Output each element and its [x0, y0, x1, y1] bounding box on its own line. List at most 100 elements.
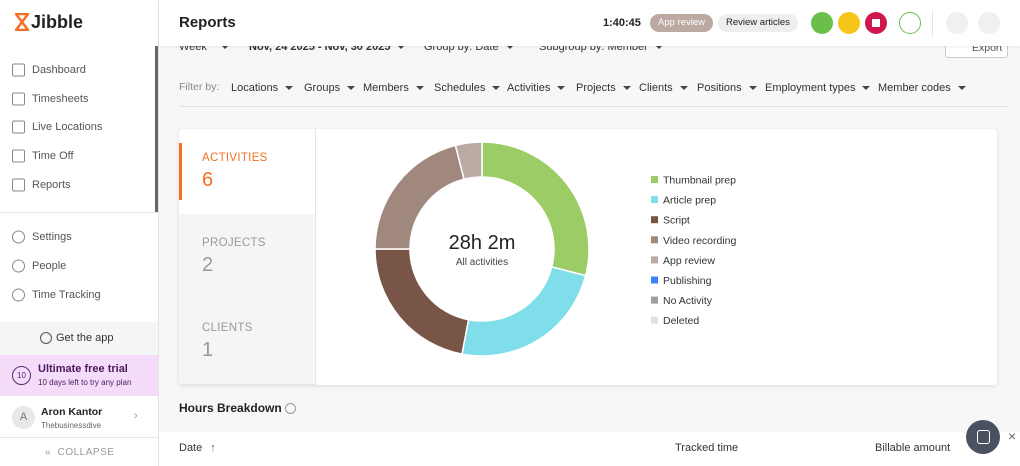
- caret: [347, 86, 355, 90]
- tab-label: CLIENTS: [202, 322, 253, 334]
- legend-swatch: [651, 256, 658, 263]
- filter-text: Locations: [231, 82, 278, 94]
- filter-text: Projects: [576, 82, 616, 94]
- col-date[interactable]: Date↑: [179, 442, 216, 454]
- nav-item[interactable]: Time Tracking: [32, 289, 101, 301]
- donut-slice: [462, 267, 586, 356]
- filter[interactable]: Employment types: [765, 82, 870, 94]
- caret: [492, 86, 500, 90]
- caret: [862, 86, 870, 90]
- activity-pill[interactable]: App review: [650, 14, 713, 32]
- filter[interactable]: Locations: [231, 82, 293, 94]
- legend-label: Deleted: [663, 315, 699, 327]
- clock-in-button[interactable]: [899, 12, 921, 34]
- sidebar: Jibble Dashboard Timesheets Live Locations…: [0, 0, 159, 466]
- nav-item[interactable]: Reports: [32, 179, 71, 191]
- timer: 1:40:45: [603, 17, 641, 29]
- nav-icon: [12, 231, 25, 244]
- filter[interactable]: Projects: [576, 82, 631, 94]
- trial-banner[interactable]: 10 Ultimate free trial 10 days left to t…: [0, 355, 158, 396]
- legend-label: Video recording: [663, 235, 737, 247]
- chevron: ›: [134, 410, 138, 422]
- avatar: A: [12, 406, 35, 429]
- stop-button[interactable]: [865, 12, 887, 34]
- center-value: 28h 2m: [449, 232, 516, 254]
- tab[interactable]: ACTIVITIES6: [179, 129, 315, 215]
- collapse-icon: «: [45, 447, 58, 458]
- trial-subtitle: 10 days left to try any plan: [38, 378, 131, 387]
- filter-label: Filter by:: [179, 81, 219, 93]
- help-button[interactable]: [946, 12, 968, 34]
- filter-divider: [179, 106, 1008, 107]
- caret: [749, 86, 757, 90]
- filter[interactable]: Activities: [507, 82, 565, 94]
- filter[interactable]: Member codes: [878, 82, 966, 94]
- legend-label: No Activity: [663, 295, 713, 307]
- break-button[interactable]: [838, 12, 860, 34]
- legend-label: Article prep: [663, 195, 716, 207]
- user-name: Aron Kantor: [41, 406, 102, 418]
- legend-swatch: [651, 216, 658, 223]
- center-label: All activities: [456, 257, 508, 268]
- get-app-bar[interactable]: Get the app: [0, 322, 158, 355]
- tabs-divider: [315, 129, 316, 385]
- filter[interactable]: Schedules: [434, 82, 500, 94]
- filter-text: Groups: [304, 82, 340, 94]
- filter[interactable]: Clients: [639, 82, 688, 94]
- caret: [416, 86, 424, 90]
- filter-text: Employment types: [765, 82, 855, 94]
- filter[interactable]: Groups: [304, 82, 355, 94]
- close-icon[interactable]: ×: [1008, 428, 1016, 444]
- nav-item[interactable]: People: [32, 260, 66, 272]
- nav-item[interactable]: Timesheets: [32, 93, 88, 105]
- info-icon[interactable]: [285, 403, 296, 414]
- scrollbar: [155, 46, 158, 212]
- caret: [557, 86, 565, 90]
- legend-swatch: [651, 277, 658, 284]
- apps-button[interactable]: [978, 12, 1000, 34]
- nav-icon: [12, 92, 25, 105]
- nav-item[interactable]: Time Off: [32, 150, 74, 162]
- switch-button[interactable]: [811, 12, 833, 34]
- donut-chart: 28h 2m All activities Thumbnail prepArti…: [330, 129, 990, 385]
- tab-label: PROJECTS: [202, 237, 266, 249]
- collapse[interactable]: « COLLAPSE: [45, 447, 114, 458]
- tab[interactable]: CLIENTS 1: [179, 299, 315, 385]
- table-header: Date↑ Tracked time Billable amount: [159, 432, 1020, 466]
- chat-button[interactable]: [966, 420, 1000, 454]
- help-pill[interactable]: Review articles: [718, 14, 798, 32]
- logo-text: Jibble: [31, 12, 83, 33]
- nav-icon: [12, 150, 25, 163]
- nav-item[interactable]: Settings: [32, 231, 72, 243]
- tab[interactable]: PROJECTS 2: [179, 214, 315, 300]
- filter-text: Activities: [507, 82, 550, 94]
- caret: [285, 86, 293, 90]
- nav-item[interactable]: Dashboard: [32, 64, 86, 76]
- tab-count: 1: [202, 339, 213, 362]
- donut-slice: [482, 142, 589, 276]
- caret: [680, 86, 688, 90]
- user-org: Thebusinessdive: [41, 421, 101, 430]
- filter-text: Clients: [639, 82, 673, 94]
- caret: [958, 86, 966, 90]
- nav-item[interactable]: Live Locations: [32, 121, 102, 133]
- tab-indicator: [179, 143, 182, 200]
- legend-swatch: [651, 176, 658, 183]
- tab-count: 2: [202, 254, 213, 277]
- breakdown-title: Hours Breakdown: [179, 401, 282, 415]
- trial-title: Ultimate free trial: [38, 363, 128, 375]
- tab-count: 6: [202, 169, 213, 192]
- header-divider: [932, 10, 933, 36]
- logo-glyph: [15, 13, 29, 31]
- nav-icon: [12, 260, 25, 273]
- filter[interactable]: Positions: [697, 82, 757, 94]
- donut-slice: [375, 249, 469, 354]
- filter-text: Positions: [697, 82, 742, 94]
- filter-text: Members: [363, 82, 409, 94]
- filter[interactable]: Members: [363, 82, 424, 94]
- legend-label: App review: [663, 255, 715, 267]
- nav-icon: [12, 178, 25, 191]
- nav-icon: [12, 289, 25, 302]
- user-panel[interactable]: A Aron Kantor Thebusinessdive ›: [0, 397, 158, 438]
